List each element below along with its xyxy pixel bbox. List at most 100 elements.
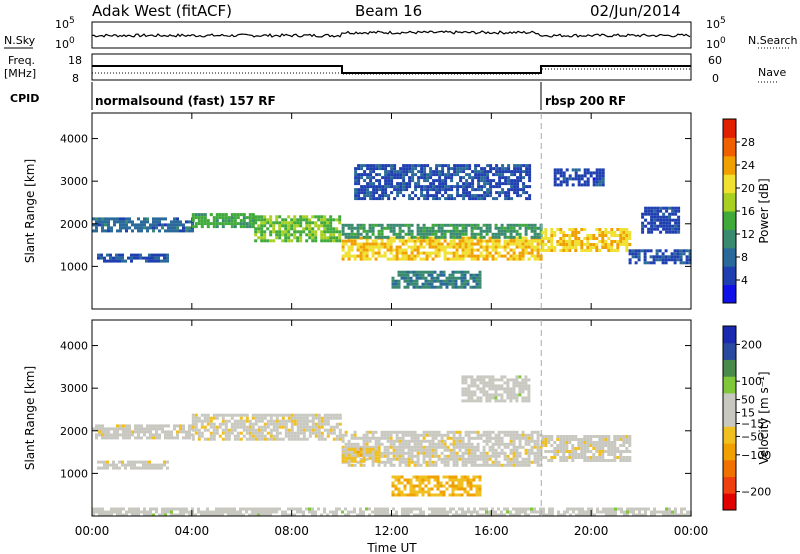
data-cell bbox=[459, 167, 463, 171]
data-cell bbox=[332, 428, 336, 432]
data-cell bbox=[389, 439, 393, 443]
data-cell bbox=[248, 437, 252, 441]
data-cell bbox=[501, 188, 505, 192]
data-cell bbox=[386, 242, 390, 246]
data-cell bbox=[488, 239, 492, 243]
data-cell bbox=[506, 229, 510, 233]
data-cell bbox=[455, 463, 459, 467]
data-cell bbox=[589, 435, 593, 438]
data-cell bbox=[311, 416, 315, 420]
data-cell bbox=[206, 219, 210, 223]
data-cell bbox=[374, 510, 377, 514]
data-cell bbox=[574, 228, 578, 231]
data-cell bbox=[452, 430, 456, 434]
data-cell bbox=[527, 460, 531, 464]
data-cell bbox=[320, 513, 323, 517]
data-cell bbox=[254, 431, 258, 435]
data-cell bbox=[662, 221, 666, 225]
data-cell bbox=[501, 167, 505, 171]
data-cell bbox=[95, 427, 98, 431]
data-cell bbox=[407, 442, 411, 446]
data-cell bbox=[263, 218, 267, 222]
data-cell bbox=[374, 242, 378, 246]
data-cell bbox=[122, 436, 125, 440]
data-cell bbox=[389, 513, 392, 517]
data-cell bbox=[218, 216, 222, 220]
data-cell bbox=[443, 245, 447, 249]
data-cell bbox=[350, 454, 354, 458]
data-cell bbox=[302, 422, 306, 426]
data-cell bbox=[547, 450, 551, 453]
data-cell bbox=[448, 484, 452, 488]
data-cell bbox=[377, 442, 381, 446]
data-cell bbox=[557, 513, 560, 517]
data-cell bbox=[338, 221, 342, 225]
data-cell bbox=[477, 182, 481, 186]
freq-panel: Freq. [MHz] 18 8 60 0 Nave bbox=[4, 53, 786, 85]
data-cell bbox=[604, 435, 608, 438]
data-cell bbox=[438, 191, 442, 195]
data-cell bbox=[215, 413, 219, 417]
data-cell bbox=[488, 245, 492, 249]
data-cell bbox=[369, 173, 373, 177]
data-cell bbox=[461, 232, 465, 236]
data-cell bbox=[418, 481, 422, 485]
data-cell bbox=[497, 232, 501, 236]
data-cell bbox=[392, 232, 396, 236]
data-cell bbox=[550, 435, 554, 438]
data-cell bbox=[601, 177, 605, 181]
data-cell bbox=[461, 229, 465, 233]
data-cell bbox=[483, 182, 487, 186]
data-cell bbox=[438, 173, 442, 177]
data-cell bbox=[359, 445, 363, 449]
data-cell bbox=[368, 450, 372, 454]
data-cell bbox=[659, 209, 663, 213]
data-cell bbox=[314, 428, 318, 432]
data-cell bbox=[568, 234, 572, 237]
data-cell bbox=[530, 436, 534, 440]
data-cell bbox=[416, 251, 420, 255]
data-cell bbox=[519, 176, 523, 180]
data-cell bbox=[92, 507, 95, 511]
data-cell bbox=[556, 444, 560, 447]
data-cell bbox=[371, 436, 375, 440]
data-cell bbox=[233, 216, 237, 220]
data-cell bbox=[497, 384, 501, 388]
data-cell bbox=[466, 493, 470, 497]
data-cell bbox=[179, 507, 182, 511]
data-cell bbox=[509, 442, 513, 446]
data-cell bbox=[446, 257, 450, 261]
data-cell bbox=[338, 230, 342, 234]
data-cell bbox=[503, 242, 507, 246]
data-cell bbox=[311, 230, 315, 234]
data-cell bbox=[601, 459, 605, 462]
data-cell bbox=[419, 510, 422, 514]
data-cell bbox=[580, 246, 584, 249]
data-cell bbox=[311, 236, 315, 240]
data-cell bbox=[515, 254, 519, 258]
data-cell bbox=[470, 245, 474, 249]
data-cell bbox=[527, 239, 531, 243]
data-cell bbox=[437, 239, 441, 243]
data-cell bbox=[476, 510, 479, 514]
data-cell bbox=[130, 256, 133, 260]
data-cell bbox=[350, 223, 354, 227]
data-cell bbox=[595, 435, 599, 438]
data-cell bbox=[437, 442, 441, 446]
data-cell bbox=[335, 513, 338, 517]
data-cell bbox=[461, 239, 465, 243]
data-cell bbox=[278, 419, 282, 423]
data-cell bbox=[515, 430, 519, 434]
data-cell bbox=[115, 256, 118, 260]
data-cell bbox=[592, 453, 596, 456]
data-cell bbox=[197, 216, 201, 220]
data-cell bbox=[622, 450, 626, 453]
data-cell bbox=[113, 510, 116, 514]
data-cell bbox=[449, 451, 453, 455]
data-cell bbox=[470, 457, 474, 461]
data-cell bbox=[134, 430, 137, 434]
data-cell bbox=[503, 451, 507, 455]
data-cell bbox=[158, 513, 161, 517]
data-cell bbox=[133, 256, 136, 260]
data-cell bbox=[390, 182, 394, 186]
